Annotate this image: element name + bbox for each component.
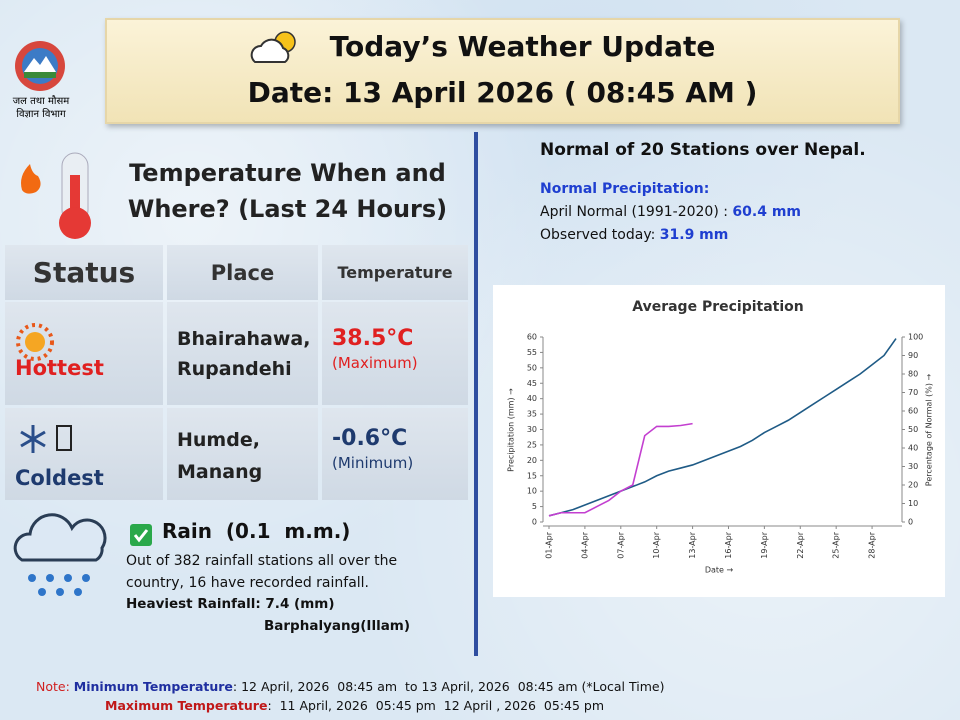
status: Coldest xyxy=(15,466,104,490)
y-axis-label: Precipitation (mm) → xyxy=(507,388,516,472)
label: April Normal (1991-2020) : xyxy=(540,204,733,220)
y2-tick-label: 40 xyxy=(908,444,918,453)
logo-line: जल तथा मौसम xyxy=(12,96,70,107)
y-tick-label: 0 xyxy=(532,518,537,527)
place: Rupandehi xyxy=(177,358,292,380)
x-tick-label: 07-Apr xyxy=(616,531,625,558)
y2-tick-label: 80 xyxy=(908,370,918,379)
y-tick-label: 15 xyxy=(527,471,537,480)
x-tick-label: 22-Apr xyxy=(796,531,805,558)
y2-tick-label: 70 xyxy=(908,388,918,397)
x-tick-label: 01-Apr xyxy=(545,531,554,558)
chart-title: Average Precipitation xyxy=(632,299,804,315)
place: Manang xyxy=(177,461,263,483)
y-tick-label: 45 xyxy=(527,379,537,388)
x-axis-label: Date → xyxy=(705,566,734,575)
y2-tick-label: 90 xyxy=(908,351,918,360)
temp-value: 38.5°C xyxy=(332,326,414,351)
label: Observed today: xyxy=(540,227,660,243)
temp-cell: -0.6°C (Minimum) xyxy=(322,408,468,500)
place-cell: Bhairahawa, Rupandehi xyxy=(167,302,318,405)
y-tick-label: 10 xyxy=(527,487,537,496)
temp-value: -0.6°C xyxy=(332,426,408,451)
y2-tick-label: 30 xyxy=(908,462,918,471)
x-tick-label: 13-Apr xyxy=(688,531,697,558)
chart: Average Precipitation Date → Precipitati… xyxy=(493,285,945,597)
normal-label: Normal Precipitation: xyxy=(540,181,710,197)
normal-heading: Normal of 20 Stations over Nepal. xyxy=(540,140,866,160)
y-tick-label: 30 xyxy=(527,425,537,434)
y2-tick-label: 10 xyxy=(908,499,918,508)
y-tick-label: 60 xyxy=(527,333,537,342)
y-tick-label: 35 xyxy=(527,410,537,419)
y-tick-label: 5 xyxy=(532,502,537,511)
y-tick-label: 40 xyxy=(527,394,537,403)
note-label: Maximum Temperature xyxy=(105,698,268,713)
y2-tick-label: 50 xyxy=(908,425,918,434)
sun-icon xyxy=(16,323,54,361)
check-icon xyxy=(130,524,152,546)
y-tick-label: 55 xyxy=(527,348,537,357)
station: Barphalyang(Illam) xyxy=(264,618,411,634)
status-cell: Hottest xyxy=(5,302,163,405)
observed-today: Observed today: 31.9 mm xyxy=(540,227,728,243)
title: Today’s Weather Update xyxy=(329,30,716,63)
thermometer-icon xyxy=(21,152,91,239)
x-tick-label: 16-Apr xyxy=(724,531,733,558)
table-header: Temperature xyxy=(322,245,468,300)
y-tick-label: 50 xyxy=(527,363,537,372)
date: Date: 13 April 2026 ( 08:45 AM ) xyxy=(247,76,758,109)
place: Bhairahawa, xyxy=(177,328,311,350)
x-tick-label: 25-Apr xyxy=(832,531,841,558)
temp-kind: (Maximum) xyxy=(332,354,418,372)
note-text: : 12 April, 2026 08:45 am to 13 April, 2… xyxy=(232,679,665,694)
value: 60.4 mm xyxy=(732,204,801,220)
rain-icon xyxy=(13,513,107,596)
rain-text: Out of 382 rainfall stations all over th… xyxy=(126,553,398,591)
place-cell: Humde, Manang xyxy=(167,408,318,500)
x-tick-label: 10-Apr xyxy=(652,531,661,558)
note-prefix: Note: xyxy=(36,679,74,694)
weather-icon xyxy=(250,31,296,63)
y2-tick-label: 60 xyxy=(908,407,918,416)
heaviest-rainfall: Heaviest Rainfall: 7.4 (mm) xyxy=(126,596,335,612)
note-max: Maximum Temperature: 11 April, 2026 05:4… xyxy=(105,698,604,713)
note-text: : 11 April, 2026 05:45 pm 12 April , 202… xyxy=(267,698,605,713)
april-normal: April Normal (1991-2020) : 60.4 mm xyxy=(540,204,801,220)
y2-tick-label: 20 xyxy=(908,481,918,490)
status-cell: Coldest xyxy=(5,408,163,500)
y-tick-label: 20 xyxy=(527,456,537,465)
temp-kind: (Minimum) xyxy=(332,454,414,472)
note-min: Note: Minimum Temperature: 12 April, 202… xyxy=(36,679,664,694)
logo-emblem xyxy=(15,41,65,91)
x-tick-label: 28-Apr xyxy=(868,531,877,558)
header: Today’s Weather Update Date: 13 April 20… xyxy=(105,18,900,124)
table-header: Status xyxy=(5,245,163,300)
temp-cell: 38.5°C (Maximum) xyxy=(322,302,468,405)
temperature-heading: Temperature When and Where? (Last 24 Hou… xyxy=(127,159,448,223)
rain-title: Rain (0.1 m.m.) xyxy=(162,519,351,543)
logo-line: विज्ञान विभाग xyxy=(16,109,66,120)
note-label: Minimum Temperature xyxy=(73,679,233,694)
x-tick-label: 04-Apr xyxy=(580,531,589,558)
value: 31.9 mm xyxy=(659,227,729,243)
logo-text: जल तथा मौसम विज्ञान विभाग xyxy=(0,95,82,121)
y2-tick-label: 100 xyxy=(908,333,923,342)
status: Hottest xyxy=(15,356,104,380)
divider xyxy=(474,132,478,656)
place: Humde, xyxy=(177,429,260,451)
y2-tick-label: 0 xyxy=(908,518,913,527)
y-tick-label: 25 xyxy=(527,440,537,449)
series-line xyxy=(548,422,693,517)
x-tick-label: 19-Apr xyxy=(760,531,769,558)
y2-axis-label: Percentage of Normal (%) → xyxy=(925,374,934,487)
series-line xyxy=(548,338,897,517)
table-header: Place xyxy=(167,245,318,300)
snow-icon xyxy=(20,425,72,453)
